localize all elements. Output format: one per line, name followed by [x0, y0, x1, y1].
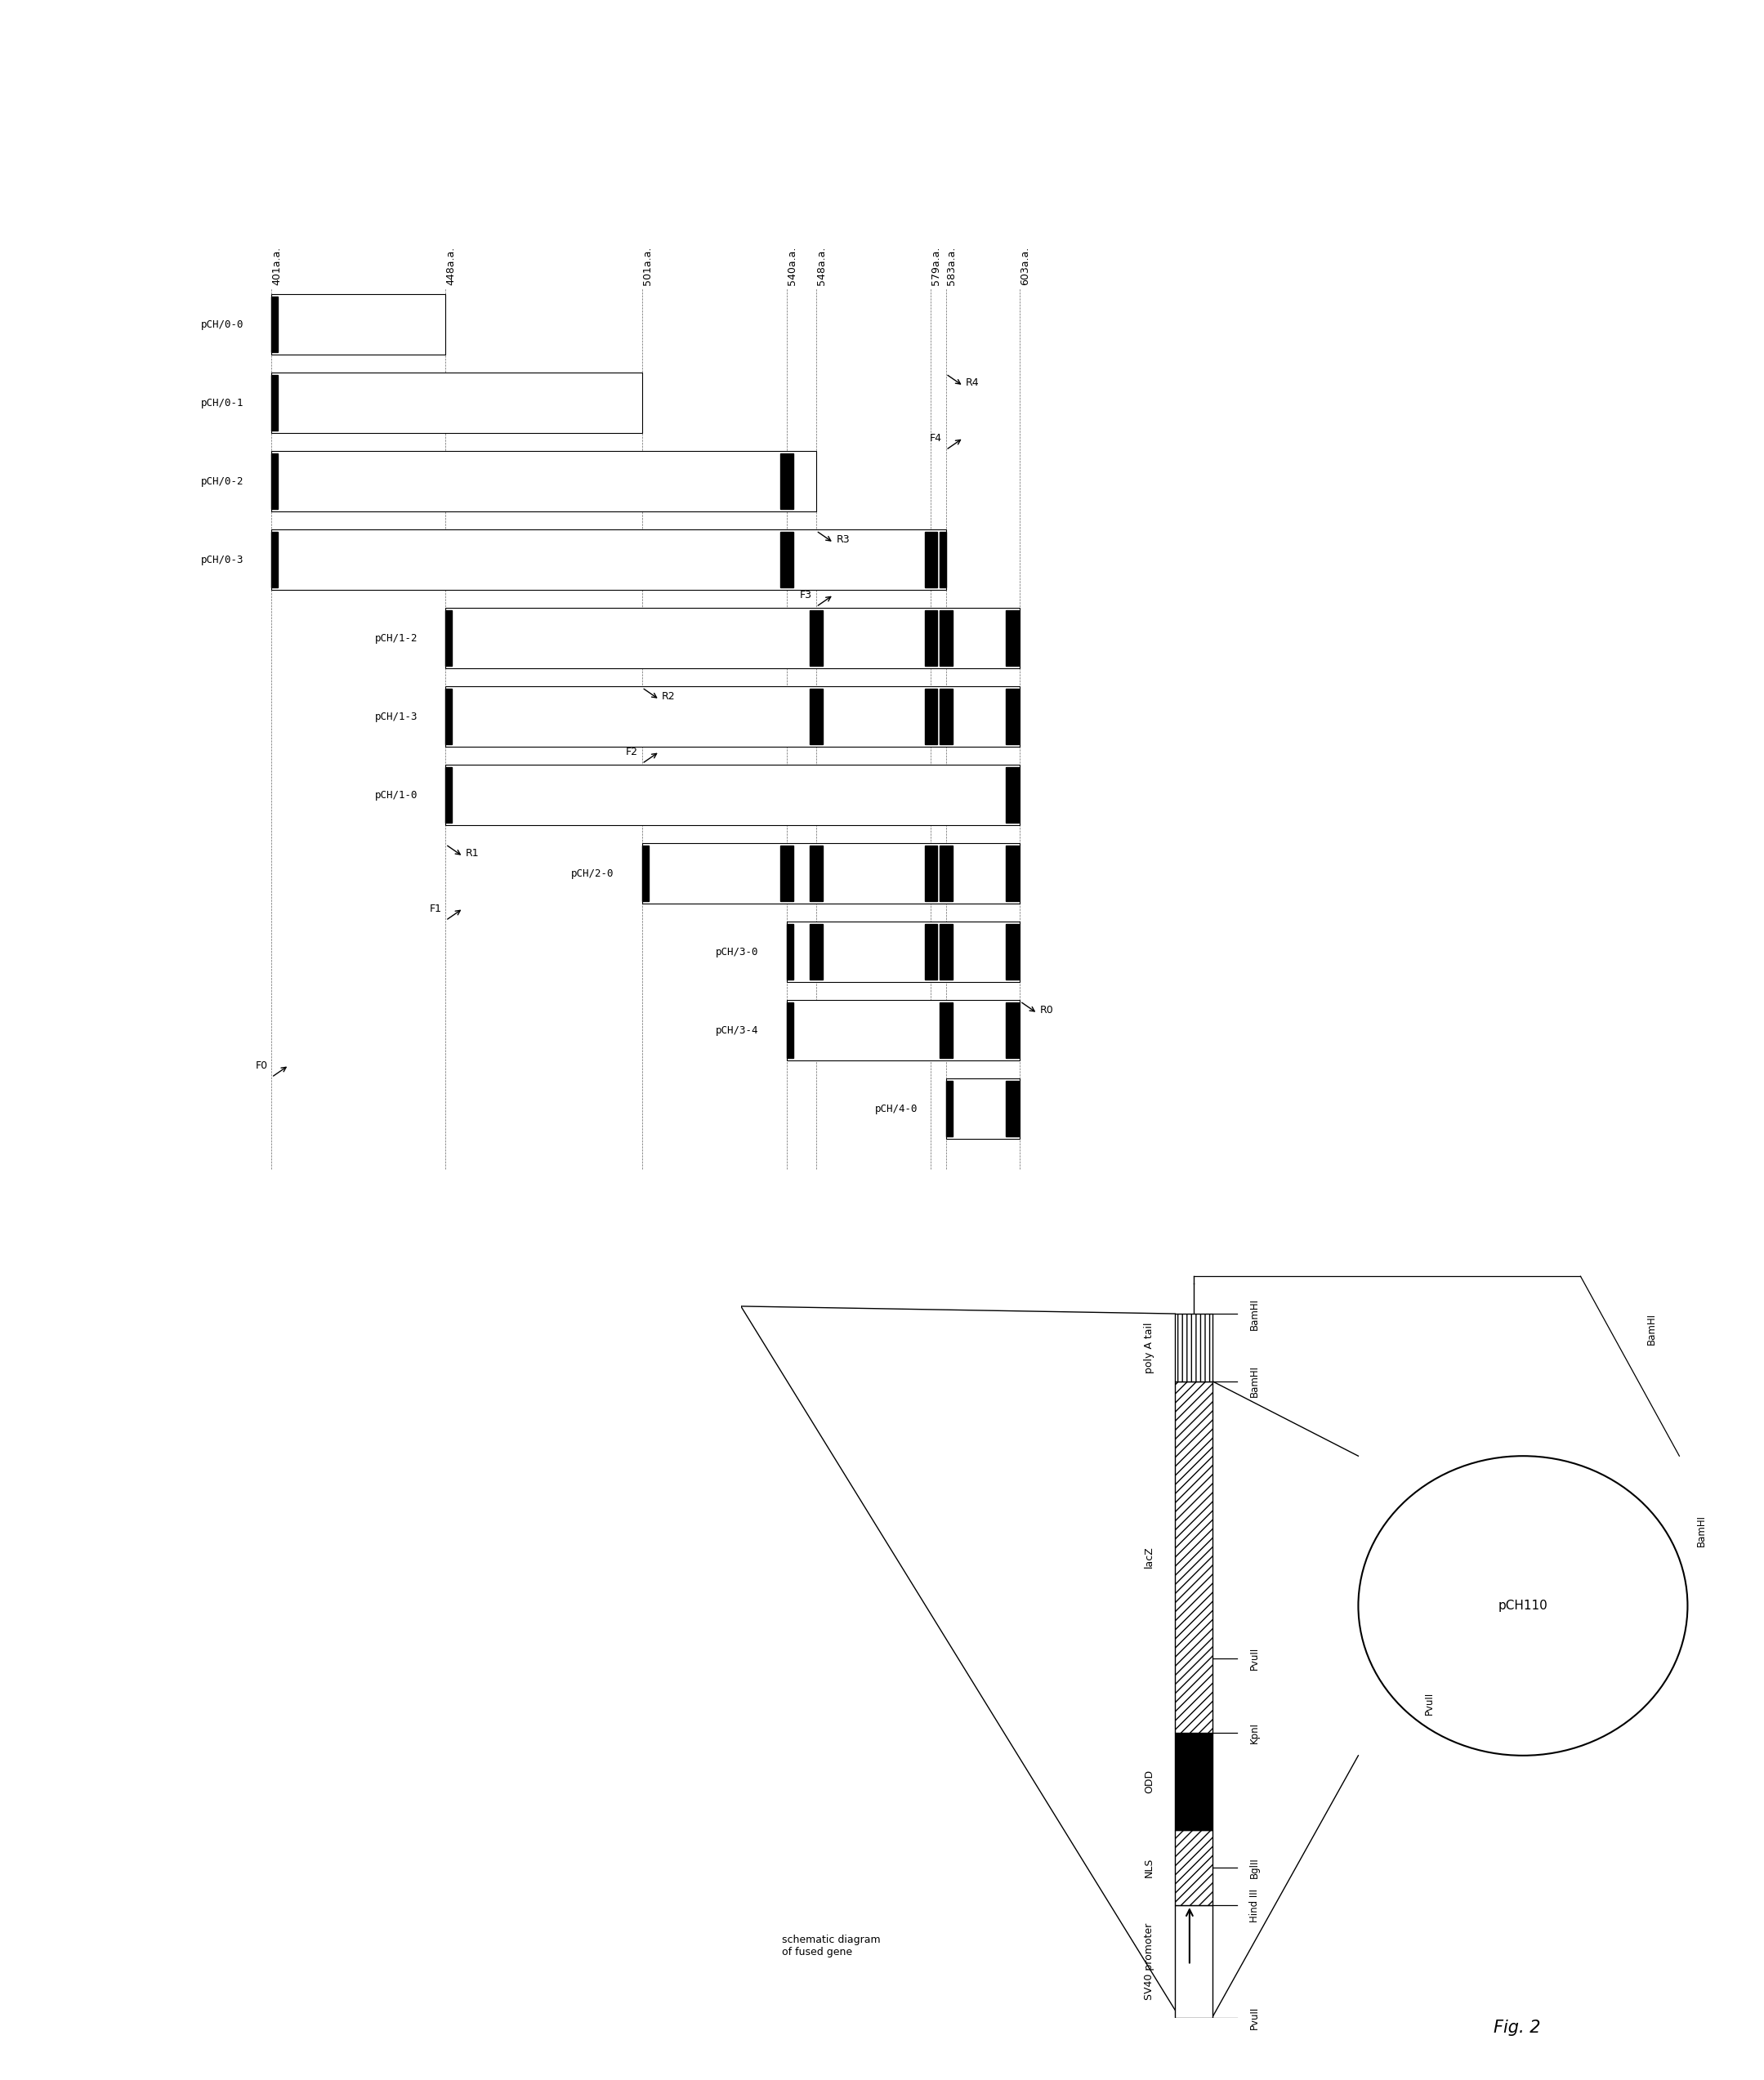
Text: R3: R3: [836, 535, 850, 545]
Bar: [642, 847, 649, 901]
Text: F3: F3: [799, 591, 811, 601]
Bar: [1005, 1082, 1020, 1136]
Text: pCH/2-0: pCH/2-0: [572, 867, 614, 878]
Text: 501a.a.: 501a.a.: [642, 248, 653, 285]
Bar: [946, 1082, 953, 1136]
Text: R0: R0: [1039, 1005, 1053, 1015]
Text: pCH/0-2: pCH/0-2: [201, 476, 243, 487]
Text: R4: R4: [965, 379, 979, 389]
Bar: [810, 924, 822, 980]
Text: BglII: BglII: [1249, 1857, 1259, 1878]
Bar: [924, 924, 937, 980]
Bar: [446, 768, 452, 824]
Bar: [924, 532, 937, 587]
Text: F1: F1: [429, 905, 441, 915]
Bar: [446, 609, 452, 666]
Text: ODD: ODD: [1143, 1770, 1155, 1793]
Bar: [272, 530, 946, 591]
Bar: [1005, 1003, 1020, 1059]
Bar: [940, 688, 953, 745]
Text: BamHI: BamHI: [1695, 1514, 1706, 1548]
Bar: [924, 609, 937, 666]
Text: BamHI: BamHI: [1646, 1312, 1656, 1344]
Bar: [446, 688, 452, 745]
Bar: [940, 532, 946, 587]
Bar: [272, 451, 817, 512]
Bar: [780, 453, 794, 510]
Bar: [940, 847, 953, 901]
Bar: [446, 686, 1020, 747]
Bar: [810, 688, 822, 745]
Bar: [642, 842, 1020, 903]
Text: R1: R1: [466, 849, 480, 859]
Text: 548a.a.: 548a.a.: [817, 248, 827, 285]
Bar: [780, 532, 794, 587]
Text: F2: F2: [626, 747, 639, 757]
Text: pCH/0-0: pCH/0-0: [201, 318, 243, 331]
Bar: [787, 921, 1020, 982]
Text: Fig. 2: Fig. 2: [1494, 2020, 1540, 2036]
Text: 603a.a.: 603a.a.: [1020, 248, 1030, 285]
Bar: [810, 847, 822, 901]
Text: poly A tail: poly A tail: [1143, 1323, 1155, 1373]
Text: 448a.a.: 448a.a.: [446, 248, 457, 285]
Bar: [272, 374, 279, 431]
Text: BamHI: BamHI: [1249, 1364, 1259, 1398]
Bar: [272, 453, 279, 510]
Bar: [810, 609, 822, 666]
Bar: [924, 847, 937, 901]
Bar: [924, 688, 937, 745]
Text: schematic diagram
of fused gene: schematic diagram of fused gene: [781, 1934, 880, 1957]
Bar: [1005, 609, 1020, 666]
Text: pCH110: pCH110: [1498, 1600, 1547, 1612]
Text: F4: F4: [930, 433, 942, 443]
Bar: [940, 1003, 953, 1059]
Bar: [1005, 768, 1020, 824]
Text: pCH/0-1: pCH/0-1: [201, 397, 243, 408]
Text: pCH/0-3: pCH/0-3: [201, 555, 243, 566]
Text: lacZ: lacZ: [1143, 1545, 1155, 1568]
Bar: [272, 293, 446, 354]
Bar: [1005, 924, 1020, 980]
Bar: [272, 297, 279, 352]
Bar: [1175, 1733, 1212, 1830]
Text: SV40 promoter: SV40 promoter: [1143, 1922, 1155, 2001]
Text: BamHI: BamHI: [1249, 1298, 1259, 1329]
Bar: [940, 924, 953, 980]
Bar: [272, 372, 642, 433]
Text: Hind III: Hind III: [1249, 1889, 1259, 1922]
Text: F0: F0: [256, 1061, 268, 1071]
Bar: [1005, 847, 1020, 901]
Text: pCH/4-0: pCH/4-0: [875, 1102, 917, 1115]
Bar: [272, 532, 279, 587]
Text: pCH/3-4: pCH/3-4: [716, 1025, 759, 1036]
Text: 579a.a.: 579a.a.: [931, 248, 942, 285]
Bar: [446, 607, 1020, 668]
Text: pCH/3-0: pCH/3-0: [716, 946, 759, 957]
Text: 401a.a.: 401a.a.: [272, 248, 282, 285]
Bar: [1175, 1905, 1212, 2018]
Text: PvuII: PvuII: [1249, 2005, 1259, 2030]
Bar: [787, 1003, 794, 1059]
Bar: [946, 1077, 1020, 1138]
Text: R2: R2: [662, 691, 676, 701]
Bar: [940, 609, 953, 666]
Bar: [446, 765, 1020, 826]
Text: PvuII: PvuII: [1424, 1691, 1434, 1714]
Text: NLS: NLS: [1143, 1857, 1155, 1878]
Text: 583a.a.: 583a.a.: [946, 248, 956, 285]
Text: pCH/1-3: pCH/1-3: [374, 711, 418, 722]
Bar: [787, 924, 794, 980]
Text: 540a.a.: 540a.a.: [787, 248, 797, 285]
Text: KpnI: KpnI: [1249, 1722, 1259, 1743]
Bar: [780, 847, 794, 901]
Bar: [787, 1000, 1020, 1061]
Bar: [1175, 1381, 1212, 1733]
Text: pCH/1-2: pCH/1-2: [374, 632, 418, 643]
Bar: [1175, 1830, 1212, 1905]
Bar: [1005, 688, 1020, 745]
Text: PvuII: PvuII: [1249, 1647, 1259, 1670]
Bar: [1175, 1315, 1212, 1381]
Text: pCH/1-0: pCH/1-0: [374, 790, 418, 801]
